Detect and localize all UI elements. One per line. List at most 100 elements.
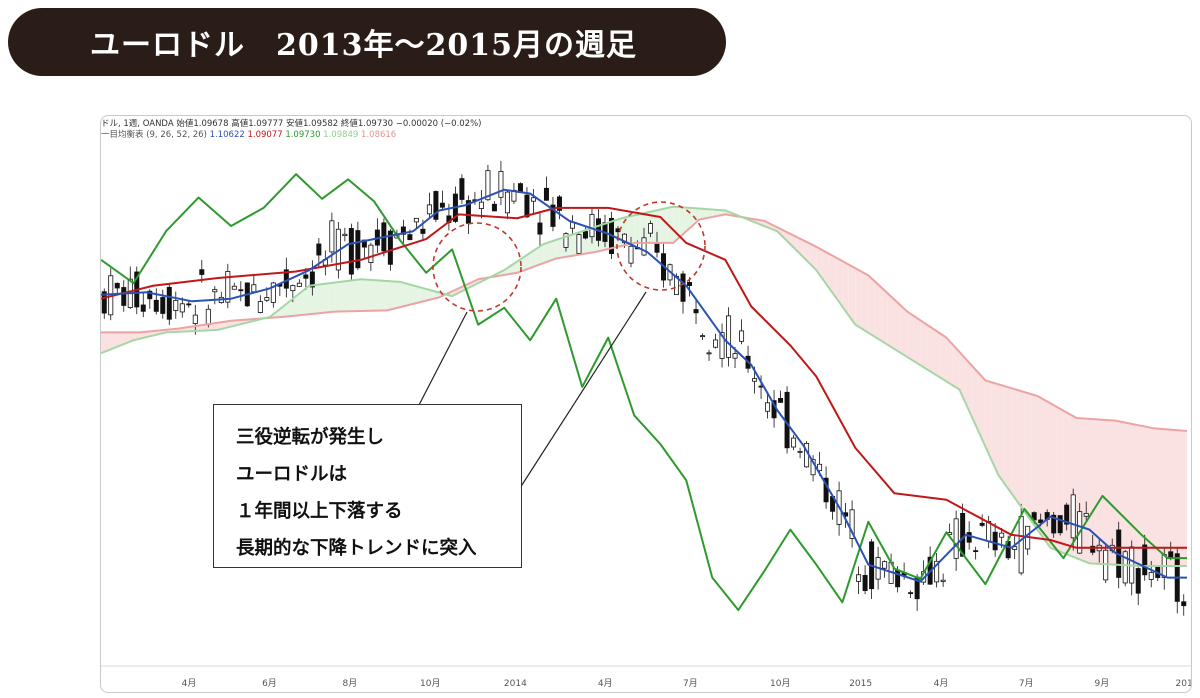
cloud-segment bbox=[952, 344, 960, 390]
candle-body bbox=[1122, 551, 1128, 584]
cloud-segment bbox=[374, 280, 381, 311]
cloud-segment bbox=[835, 257, 843, 307]
x-tick-label: 8月 bbox=[342, 678, 357, 689]
cloud-segment bbox=[978, 373, 986, 447]
candle-body bbox=[1038, 519, 1044, 524]
candle-body bbox=[882, 561, 888, 569]
cloud-segment bbox=[913, 316, 921, 366]
candle bbox=[700, 333, 706, 341]
cloud-segment bbox=[640, 212, 648, 243]
candle bbox=[277, 284, 283, 297]
candle-body bbox=[212, 289, 218, 293]
candle-body bbox=[739, 330, 745, 342]
candle-body bbox=[400, 226, 406, 235]
ichimoku-value-4: 1.08616 bbox=[358, 130, 397, 140]
candle bbox=[1051, 512, 1057, 538]
annotation-circle bbox=[432, 222, 522, 312]
cloud-segment bbox=[1115, 420, 1122, 565]
x-tick-label: 9月 bbox=[1094, 678, 1109, 689]
candle bbox=[127, 266, 133, 310]
candle-body bbox=[641, 237, 647, 256]
candle-body bbox=[199, 269, 205, 275]
cloud-segment bbox=[946, 337, 953, 386]
candle-body bbox=[908, 592, 914, 595]
cloud-segment bbox=[868, 275, 875, 337]
cloud-segment bbox=[829, 253, 836, 298]
cloud-segment bbox=[107, 332, 115, 351]
cloud-segment bbox=[634, 213, 641, 243]
candle-body bbox=[706, 352, 712, 355]
x-tick-label: 4月 bbox=[598, 678, 613, 689]
cloud-segment bbox=[1134, 424, 1142, 566]
spanA-line bbox=[101, 205, 1187, 567]
candle bbox=[439, 190, 445, 211]
callout-line-3: １年間以上下落する bbox=[236, 501, 403, 522]
candle-body bbox=[309, 271, 315, 288]
candle-body bbox=[693, 309, 699, 314]
candle-body bbox=[934, 560, 940, 583]
candle bbox=[543, 176, 549, 201]
cloud-segment bbox=[276, 306, 284, 318]
cloud-segment bbox=[120, 332, 128, 346]
candle-body bbox=[101, 291, 107, 314]
candle-body bbox=[407, 234, 413, 241]
cloud-segment bbox=[848, 264, 856, 325]
candle bbox=[537, 212, 543, 248]
candle bbox=[491, 201, 497, 212]
candle bbox=[166, 284, 172, 326]
cloud-segment bbox=[211, 322, 219, 331]
candle-body bbox=[179, 303, 185, 313]
candle-body bbox=[700, 335, 706, 338]
cloud-segment bbox=[1173, 429, 1181, 566]
candle-body bbox=[726, 315, 732, 358]
cloud-segment bbox=[809, 243, 817, 271]
x-tick-label: 2016 bbox=[1176, 679, 1191, 689]
candle bbox=[121, 280, 127, 312]
candle bbox=[238, 281, 244, 302]
candle-body bbox=[160, 297, 166, 314]
candle-body bbox=[1064, 504, 1070, 525]
ohlc-header: ドル, 1週, OANDA 始値1.09678 高値1.09777 安値1.09… bbox=[101, 119, 482, 129]
candle-body bbox=[960, 513, 966, 557]
candle-body bbox=[1051, 514, 1057, 534]
x-tick-label: 10月 bbox=[420, 678, 440, 689]
candle-body bbox=[433, 191, 439, 220]
candle bbox=[1025, 525, 1031, 556]
candle-body bbox=[992, 531, 998, 551]
chikou-line bbox=[101, 173, 1187, 612]
candle-body bbox=[251, 284, 257, 293]
cloud-segment bbox=[1102, 419, 1109, 565]
cloud-segment bbox=[1154, 428, 1161, 566]
candle-body bbox=[316, 243, 322, 256]
cloud-segment bbox=[900, 305, 908, 358]
candle bbox=[101, 288, 107, 319]
x-tick-label: 7月 bbox=[1019, 678, 1034, 689]
candle-body bbox=[628, 245, 634, 264]
candle-body bbox=[687, 282, 693, 286]
cloud-segment bbox=[354, 279, 362, 312]
candle-body bbox=[524, 194, 530, 218]
annotation-circle bbox=[616, 201, 706, 291]
candle-body bbox=[348, 228, 354, 275]
candle bbox=[296, 279, 302, 287]
candle-body bbox=[439, 202, 445, 208]
candle bbox=[498, 160, 504, 206]
cloud-segment bbox=[1089, 418, 1096, 564]
candle bbox=[433, 190, 439, 223]
cloud-segment bbox=[933, 328, 940, 378]
candle bbox=[186, 300, 192, 308]
candle-body bbox=[491, 203, 497, 212]
candle-body bbox=[856, 574, 862, 582]
candle-body bbox=[1070, 494, 1076, 539]
ichimoku-value-2: 1.09730 bbox=[282, 130, 321, 140]
x-tick-label: 4月 bbox=[934, 678, 949, 689]
x-tick-label: 2014 bbox=[504, 679, 527, 689]
candle bbox=[530, 189, 536, 214]
candle-body bbox=[849, 509, 855, 539]
candle-body bbox=[582, 231, 588, 239]
cloud-segment bbox=[1128, 423, 1135, 566]
cloud-segment bbox=[549, 239, 557, 261]
cloud-segment bbox=[1024, 392, 1031, 521]
cloud-segment bbox=[692, 208, 700, 226]
x-tick-label: 2015 bbox=[849, 679, 872, 689]
